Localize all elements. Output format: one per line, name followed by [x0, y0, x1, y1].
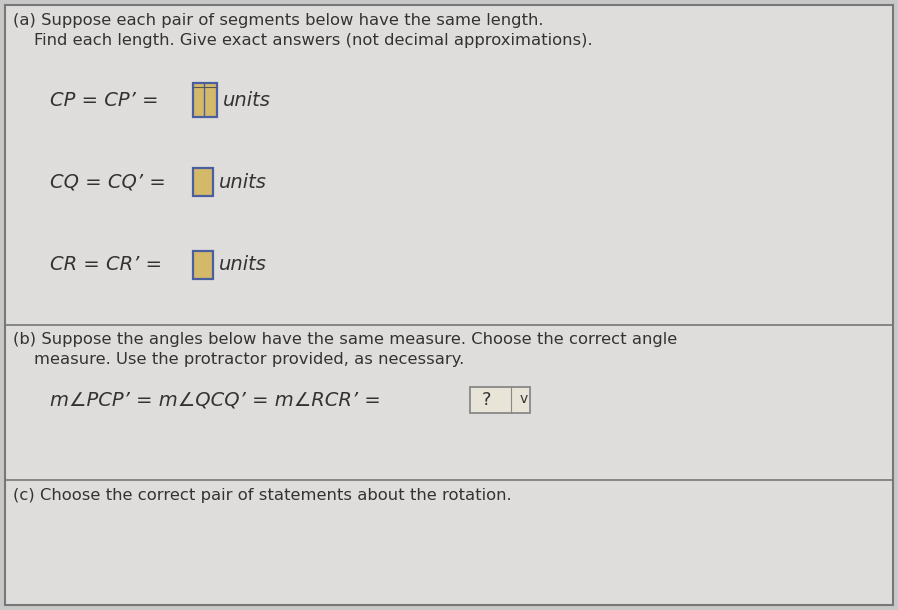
- Bar: [193, 83, 217, 117]
- Text: (c) Choose the correct pair of statements about the rotation.: (c) Choose the correct pair of statement…: [13, 488, 512, 503]
- Bar: [193, 251, 213, 279]
- Text: (b) Suppose the angles below have the same measure. Choose the correct angle: (b) Suppose the angles below have the sa…: [13, 332, 677, 347]
- Text: units: units: [219, 173, 267, 192]
- Text: units: units: [219, 256, 267, 274]
- Text: CQ = CQ’ =: CQ = CQ’ =: [50, 173, 172, 192]
- Text: Find each length. Give exact answers (not decimal approximations).: Find each length. Give exact answers (no…: [13, 33, 593, 48]
- Text: v: v: [519, 392, 527, 406]
- Bar: [470, 387, 530, 413]
- Text: units: units: [223, 90, 271, 110]
- Bar: [193, 168, 213, 196]
- Text: CR = CR’ =: CR = CR’ =: [50, 256, 168, 274]
- Text: (a) Suppose each pair of segments below have the same length.: (a) Suppose each pair of segments below …: [13, 13, 543, 28]
- Text: ?: ?: [482, 391, 491, 409]
- Text: m∠PCP’ = m∠QCQ’ = m∠RCR’ =: m∠PCP’ = m∠QCQ’ = m∠RCR’ =: [50, 390, 387, 409]
- Text: CP = CP’ =: CP = CP’ =: [50, 90, 164, 110]
- Text: measure. Use the protractor provided, as necessary.: measure. Use the protractor provided, as…: [13, 352, 464, 367]
